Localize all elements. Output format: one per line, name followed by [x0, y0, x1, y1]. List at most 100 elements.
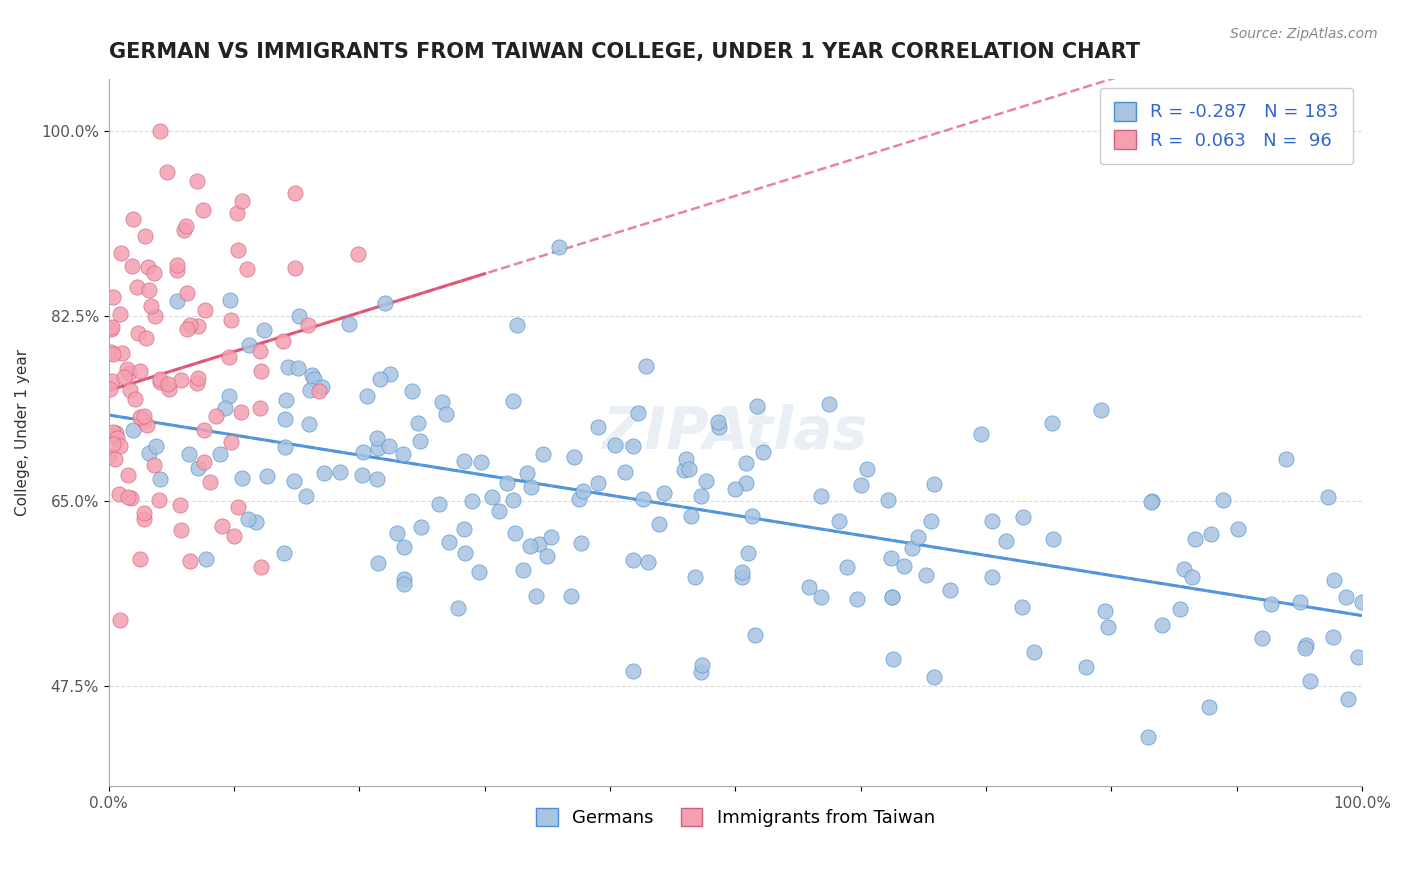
Point [505, 318, 527, 333]
Point [1260, 597, 1282, 611]
Point [1295, 638, 1317, 652]
Point [104, 451, 127, 466]
Point [488, 504, 510, 518]
Point [1184, 533, 1206, 547]
Point [1012, 510, 1035, 524]
Point [298, 384, 321, 398]
Point [274, 440, 297, 454]
Point [560, 589, 582, 603]
Point [298, 417, 321, 431]
Point [529, 537, 551, 551]
Point [1097, 620, 1119, 634]
Point [191, 202, 214, 217]
Point [818, 397, 841, 411]
Point [621, 665, 644, 679]
Point [176, 322, 198, 336]
Point [481, 490, 503, 504]
Point [366, 431, 388, 445]
Point [970, 427, 993, 442]
Point [411, 520, 433, 534]
Point [205, 409, 228, 424]
Point [107, 486, 129, 500]
Point [409, 434, 432, 448]
Point [194, 303, 217, 318]
Point [179, 318, 201, 333]
Point [224, 529, 246, 543]
Point [329, 466, 352, 480]
Point [1074, 659, 1097, 673]
Point [439, 535, 461, 549]
Point [98, 449, 121, 463]
Point [512, 563, 534, 577]
Point [101, 436, 124, 450]
Point [179, 554, 201, 568]
Point [1227, 522, 1250, 536]
Point [186, 376, 208, 390]
Point [308, 384, 330, 399]
Point [187, 371, 209, 385]
Point [939, 582, 962, 597]
Point [100, 344, 122, 359]
Point [920, 514, 942, 528]
Point [135, 331, 157, 345]
Point [562, 450, 585, 465]
Point [226, 243, 249, 257]
Point [136, 260, 159, 275]
Point [470, 455, 492, 469]
Point [231, 471, 253, 485]
Point [274, 412, 297, 426]
Point [907, 531, 929, 545]
Point [149, 372, 172, 386]
Point [856, 462, 879, 476]
Point [367, 556, 389, 570]
Point [621, 553, 644, 567]
Point [104, 426, 127, 441]
Point [835, 560, 858, 574]
Point [98, 382, 121, 396]
Point [250, 560, 273, 574]
Point [922, 477, 945, 491]
Point [128, 552, 150, 566]
Point [374, 296, 396, 310]
Point [249, 343, 271, 358]
Point [1322, 630, 1344, 644]
Legend: Germans, Immigrants from Taiwan: Germans, Immigrants from Taiwan [529, 800, 942, 834]
Point [568, 491, 591, 506]
Point [980, 515, 1002, 529]
Point [392, 576, 415, 591]
Point [145, 439, 167, 453]
Point [690, 658, 713, 673]
Point [1040, 416, 1063, 430]
Point [1323, 573, 1346, 587]
Point [747, 399, 769, 413]
Point [876, 492, 898, 507]
Point [1250, 632, 1272, 646]
Point [249, 401, 271, 415]
Point [187, 460, 209, 475]
Point [245, 516, 267, 530]
Point [849, 478, 872, 492]
Point [124, 392, 146, 406]
Point [1336, 692, 1358, 706]
Point [284, 260, 307, 275]
Point [229, 405, 252, 419]
Point [271, 334, 294, 349]
Point [108, 307, 131, 321]
Point [378, 367, 401, 381]
Point [170, 523, 193, 537]
Point [519, 539, 541, 553]
Point [1022, 645, 1045, 659]
Point [735, 476, 758, 491]
Point [652, 486, 675, 500]
Point [120, 491, 142, 506]
Point [627, 406, 650, 420]
Point [1042, 532, 1064, 546]
Point [225, 206, 247, 220]
Point [128, 364, 150, 378]
Point [173, 223, 195, 237]
Point [148, 492, 170, 507]
Point [995, 533, 1018, 548]
Point [1199, 527, 1222, 541]
Point [101, 374, 124, 388]
Text: ZIPAtlas: ZIPAtlas [603, 404, 868, 461]
